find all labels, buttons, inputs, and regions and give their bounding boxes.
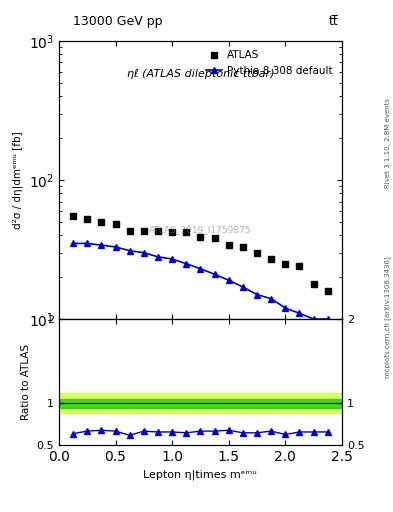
Pythia 8.308 default: [311, 316, 316, 322]
Pythia 8.308 default: [170, 256, 174, 262]
Y-axis label: d²σ / dη|dmᵉᵐᵘ [fb]: d²σ / dη|dmᵉᵐᵘ [fb]: [13, 131, 23, 229]
ATLAS: [141, 228, 146, 234]
Pythia 8.308 default: [71, 240, 75, 246]
ATLAS: [283, 261, 288, 267]
Bar: [59, 393, 342, 413]
Pythia 8.308 default: [241, 284, 245, 290]
Pythia 8.308 default: [141, 250, 146, 256]
ATLAS: [156, 228, 160, 234]
Text: tt̅: tt̅: [328, 15, 338, 28]
Text: 13000 GeV pp: 13000 GeV pp: [73, 15, 163, 28]
ATLAS: [297, 263, 302, 269]
ATLAS: [170, 229, 174, 236]
Pythia 8.308 default: [184, 261, 189, 267]
ATLAS: [85, 217, 90, 223]
ATLAS: [226, 242, 231, 248]
Pythia 8.308 default: [255, 291, 259, 297]
ATLAS: [99, 219, 104, 225]
Pythia 8.308 default: [226, 277, 231, 283]
Text: ATLAS_2019_I1759875: ATLAS_2019_I1759875: [149, 226, 252, 234]
ATLAS: [241, 244, 245, 250]
ATLAS: [71, 213, 75, 219]
Pythia 8.308 default: [99, 242, 104, 248]
ATLAS: [198, 234, 203, 240]
Pythia 8.308 default: [325, 316, 330, 322]
Text: Rivet 3.1.10, 2.8M events: Rivet 3.1.10, 2.8M events: [385, 98, 391, 188]
Text: ηℓ (ATLAS dileptonic ttbar): ηℓ (ATLAS dileptonic ttbar): [127, 69, 274, 79]
Text: mcplots.cern.ch [arXiv:1306.3436]: mcplots.cern.ch [arXiv:1306.3436]: [384, 257, 391, 378]
Pythia 8.308 default: [269, 295, 274, 302]
ATLAS: [127, 228, 132, 234]
ATLAS: [113, 221, 118, 227]
ATLAS: [184, 229, 189, 236]
ATLAS: [255, 250, 259, 256]
Pythia 8.308 default: [283, 305, 288, 311]
Legend: ATLAS, Pythia 8.308 default: ATLAS, Pythia 8.308 default: [202, 46, 337, 80]
Pythia 8.308 default: [198, 266, 203, 272]
Pythia 8.308 default: [85, 240, 90, 246]
Pythia 8.308 default: [127, 248, 132, 254]
X-axis label: Lepton η|times mᵉᵐᵘ: Lepton η|times mᵉᵐᵘ: [143, 470, 257, 480]
ATLAS: [311, 281, 316, 287]
Line: ATLAS: ATLAS: [70, 212, 331, 294]
Pythia 8.308 default: [156, 254, 160, 260]
Y-axis label: Ratio to ATLAS: Ratio to ATLAS: [21, 344, 31, 420]
Pythia 8.308 default: [212, 271, 217, 278]
ATLAS: [212, 236, 217, 242]
Line: Pythia 8.308 default: Pythia 8.308 default: [70, 241, 331, 322]
Pythia 8.308 default: [113, 244, 118, 250]
Pythia 8.308 default: [297, 310, 302, 316]
ATLAS: [269, 256, 274, 262]
Bar: [59, 399, 342, 408]
ATLAS: [325, 288, 330, 294]
